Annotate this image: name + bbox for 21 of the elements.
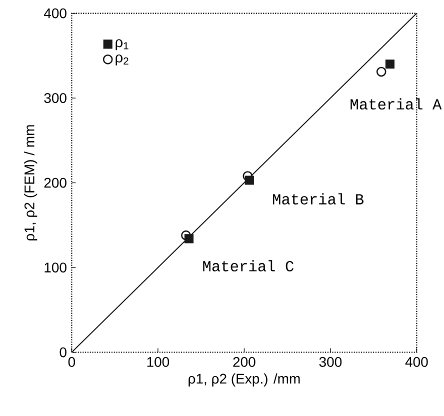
y-tick-label: 300	[44, 93, 66, 103]
annotation: Material A	[350, 98, 442, 110]
x-tick-label: 300	[319, 357, 342, 367]
y-tick-label: 200	[44, 178, 66, 188]
legend-label: ρ$_{1}$	[116, 39, 128, 50]
annotation: Material C	[203, 260, 294, 272]
x-tick-label: 100	[147, 357, 170, 367]
x-axis-title: ρ1, ρ2 (Exp.) /mm	[188, 373, 300, 386]
y-tick-label: 400	[44, 8, 66, 18]
legend-label: ρ$_{2}$	[116, 54, 128, 66]
y-tick-label: 0	[60, 347, 66, 358]
point	[242, 171, 253, 181]
x-tick-label: 200	[233, 357, 256, 367]
x-tick-label: 0	[68, 357, 76, 367]
y-axis-title: ρ1, ρ2 (FEM) / mm	[24, 125, 38, 240]
annotation: Material B	[273, 193, 364, 204]
point	[181, 230, 191, 240]
x-tick-label: 400	[405, 357, 428, 367]
point	[376, 66, 386, 77]
y-tick-label: 100	[44, 262, 66, 272]
point	[385, 60, 394, 69]
